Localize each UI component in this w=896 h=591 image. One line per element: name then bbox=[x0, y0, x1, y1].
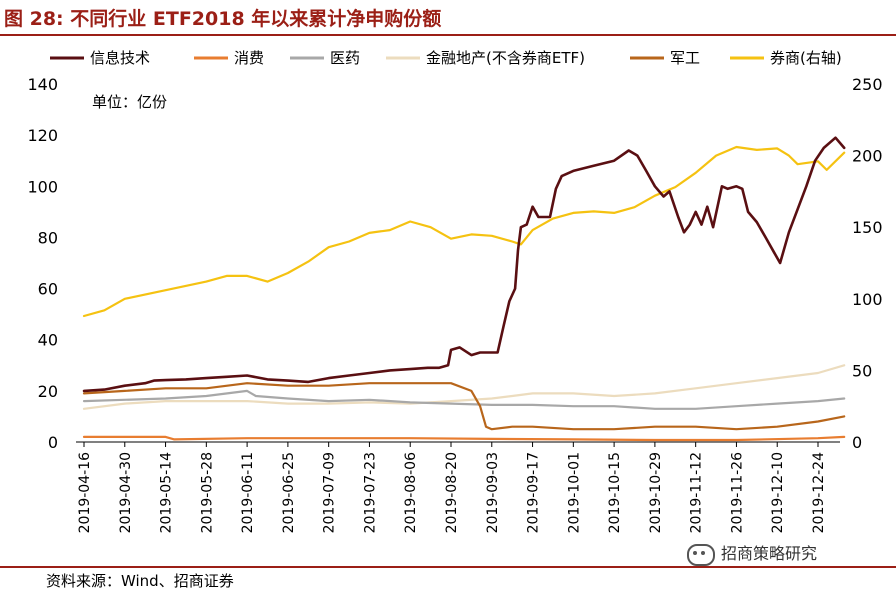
x-tick-label: 2019-07-23 bbox=[362, 452, 378, 533]
legend-label: 医药 bbox=[330, 49, 360, 67]
y-left-tick-label: 120 bbox=[27, 126, 58, 145]
legend-label: 金融地产(不含券商ETF) bbox=[426, 49, 585, 67]
y-left-tick-label: 80 bbox=[38, 228, 58, 247]
legend-label: 信息技术 bbox=[90, 49, 150, 67]
x-tick-label: 2019-08-06 bbox=[403, 452, 419, 533]
x-tick-label: 2019-08-20 bbox=[444, 452, 460, 533]
x-tick-label: 2019-12-24 bbox=[811, 452, 827, 533]
source-rule bbox=[0, 566, 896, 568]
y-right-tick-label: 250 bbox=[852, 75, 883, 94]
x-tick-label: 2019-11-26 bbox=[729, 452, 745, 533]
x-tick-label: 2019-07-09 bbox=[322, 452, 338, 533]
unit-label: 单位：亿份 bbox=[92, 93, 167, 111]
y-left-tick-label: 100 bbox=[27, 177, 58, 196]
series-line-4 bbox=[82, 364, 846, 410]
series-line-5 bbox=[82, 382, 846, 431]
y-left-tick-label: 0 bbox=[48, 433, 58, 452]
series-line-6 bbox=[82, 145, 846, 318]
chart-legend: 信息技术 消费 医药 金融地产(不含券商ETF) 军工 券商(右轴) bbox=[50, 49, 842, 67]
title-rule bbox=[0, 34, 896, 36]
watermark-text: 招商策略研究 bbox=[721, 544, 818, 563]
x-tick-label: 2019-10-15 bbox=[607, 452, 623, 533]
y-right-tick-label: 0 bbox=[852, 433, 862, 452]
etf-chart: 信息技术 消费 医药 金融地产(不含券商ETF) 军工 券商(右轴) 单位：亿份 0 20 4… bbox=[27, 49, 882, 533]
series-line-1 bbox=[82, 136, 846, 393]
legend-label: 券商(右轴) bbox=[770, 49, 842, 67]
y-right-tick-label: 150 bbox=[852, 218, 883, 237]
source-note: 资料来源：Wind、招商证券 bbox=[46, 572, 234, 590]
x-tick-label: 2019-06-11 bbox=[240, 452, 256, 533]
series-line-3 bbox=[82, 389, 846, 410]
series-line-2 bbox=[82, 435, 846, 442]
x-tick-label: 2019-09-17 bbox=[526, 452, 542, 533]
y-right-tick-label: 200 bbox=[852, 147, 883, 166]
y-left-tick-label: 140 bbox=[27, 75, 58, 94]
title-bar: 图 28: 不同行业 ETF2018 年以来累计净申购份额 bbox=[0, 0, 896, 36]
x-tick-label: 2019-06-25 bbox=[281, 452, 297, 533]
watermark: 招商策略研究 bbox=[687, 540, 817, 566]
x-tick-label: 2019-11-12 bbox=[689, 452, 705, 533]
y-right-tick-label: 50 bbox=[852, 361, 872, 380]
x-tick-label: 2019-05-28 bbox=[199, 452, 215, 533]
legend-label: 消费 bbox=[234, 49, 264, 67]
x-tick-label: 2019-04-30 bbox=[118, 452, 134, 533]
x-tick-label: 2019-10-01 bbox=[566, 452, 582, 533]
chart-axes: 0 20 40 60 80 100 120 140 0 50 100 150 200 250 2019-04… bbox=[27, 75, 882, 533]
figure-title: 图 28: 不同行业 ETF2018 年以来累计净申购份额 bbox=[4, 8, 442, 30]
legend-label: 军工 bbox=[670, 49, 700, 67]
y-left-tick-label: 60 bbox=[38, 280, 58, 299]
chart-lines bbox=[82, 136, 846, 442]
wechat-icon bbox=[687, 543, 715, 566]
y-left-tick-label: 20 bbox=[38, 382, 58, 401]
x-tick-label: 2019-10-29 bbox=[648, 452, 664, 533]
x-tick-label: 2019-04-16 bbox=[77, 452, 93, 533]
y-left-tick-label: 40 bbox=[38, 331, 58, 350]
x-tick-label: 2019-09-03 bbox=[485, 452, 501, 533]
y-right-tick-label: 100 bbox=[852, 290, 883, 309]
x-tick-label: 2019-05-14 bbox=[159, 452, 175, 533]
x-tick-label: 2019-12-10 bbox=[770, 452, 786, 533]
